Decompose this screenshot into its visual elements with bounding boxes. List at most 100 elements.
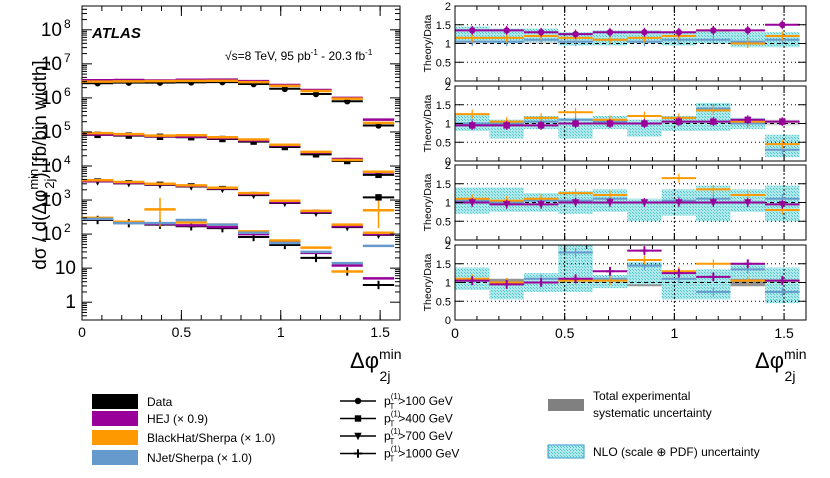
data-point-square-marker (281, 143, 289, 151)
legend-threshold-part-3: >100 GeV (398, 394, 452, 408)
legend-threshold-part-1: (1) (391, 427, 401, 436)
legend-threshold-part-0: p (384, 429, 391, 443)
legend-threshold-part-3: >700 GeV (398, 429, 452, 443)
main-y-tick-base: 10 (41, 20, 62, 41)
legend-swatch-nlo (547, 444, 585, 459)
ratio-y-tick-label: 1 (445, 119, 451, 131)
ratio-y-axis-title: Theory/Data (422, 94, 434, 152)
main-y-tick-label: 10 (41, 224, 62, 245)
data-point-square-marker (375, 171, 382, 179)
series-data-0 (82, 78, 395, 129)
main-y-tick-label: 10 (55, 258, 76, 279)
legend-label-syst-line2: systematic uncertainty (593, 406, 712, 420)
ratio-hej-point-triangle-marker (640, 199, 649, 207)
ratio-hej-point-circle-marker (675, 29, 683, 36)
ratio-y-tick-label: 2 (445, 1, 451, 13)
ratio-x-axis-title-sup: min (784, 346, 807, 362)
main-y-tick-base: 10 (41, 54, 62, 75)
main-y-tick-label: 10 (41, 156, 62, 177)
ratio-y-tick-label: 1.5 (436, 179, 451, 191)
series-blackhat-1 (82, 131, 395, 173)
ratio-hej-point-square-marker (503, 122, 510, 129)
ratio-x-axis-title-main: Δφ (755, 348, 784, 373)
main-y-tick-base: 10 (41, 190, 62, 211)
ratio-y-tick-label: 0 (445, 76, 451, 88)
energy-label-mid: - 20.3 fb (318, 49, 366, 63)
ratio-hej-point-square-marker (537, 122, 545, 129)
ratio-y-axis-title: Theory/Data (422, 14, 434, 72)
legend-threshold-label: p(1) T >1000 GeV (384, 445, 459, 464)
ratio-hej-point-circle-marker (710, 27, 717, 34)
legend-threshold-part-2: T (389, 455, 394, 464)
main-plot-marks (82, 78, 395, 290)
main-y-axis-title-sub: 2j (42, 178, 57, 188)
series-njet-3 (82, 217, 395, 265)
legend-threshold-part-2: T (389, 437, 394, 446)
legend-swatch-syst (548, 399, 584, 411)
legend-threshold-part-1: (1) (391, 445, 401, 454)
legend-label-njet: NJet/Sherpa (× 1.0) (147, 451, 252, 465)
main-y-axis-title-post: ) [fb/bin width] (30, 60, 51, 178)
legend-label-hej: HEJ (× 0.9) (147, 412, 208, 426)
legend-label-data: Data (147, 395, 173, 409)
main-y-tick-exponent: 2 (64, 221, 71, 235)
ratio-y-tick-label: 0.5 (436, 216, 451, 228)
main-x-axis-title-sup: min (379, 346, 402, 362)
main-y-tick-exponent: 4 (64, 153, 71, 167)
main-x-tick-label: 1.5 (370, 324, 390, 340)
ratio-hej-point-square-marker (710, 118, 717, 125)
legend-swatch-data (92, 394, 138, 409)
ratio-hej-point-triangle-marker (778, 201, 786, 209)
main-y-tick-exponent: 5 (64, 119, 71, 133)
main-y-tick-base: 10 (55, 258, 76, 279)
legend-threshold-square-marker (354, 415, 362, 422)
nlo-band-bin (627, 261, 662, 285)
series-blackhat-2 (82, 179, 395, 234)
ratio-panel-0: 0 0.5 1 1.5 2 Theory/Data (422, 1, 807, 88)
ratio-x-tick-label: 0.5 (555, 325, 575, 341)
main-y-tick-label: 10 (41, 54, 62, 75)
data-extra-point-square-marker (375, 194, 382, 201)
ratio-x-axis-title-sub: 2j (785, 368, 796, 384)
ratio-y-tick-label: 0 (445, 315, 451, 327)
legend-label-nlo: NLO (scale ⊕ PDF) uncertainty (593, 445, 760, 459)
ratio-hej-point-square-marker (469, 122, 476, 129)
main-y-tick-exponent: 3 (64, 187, 71, 201)
main-y-tick-base: 10 (41, 88, 62, 109)
legend-threshold-triangle-marker (354, 432, 362, 441)
ratio-hej-point-circle-marker (744, 27, 751, 34)
data-point-circle-marker (281, 85, 289, 93)
legend-threshold-part-2: T (389, 420, 394, 429)
ratio-y-tick-label: 0.5 (436, 296, 451, 308)
ratio-hej-point-circle-marker (537, 29, 545, 36)
main-x-axis-title-sub: 2j (380, 368, 391, 384)
ratio-panel-3: 0 0.5 1 1.5 2 Theory/Data (422, 240, 807, 327)
energy-label-sup2: -1 (365, 48, 373, 57)
main-y-tick-base: 10 (41, 224, 62, 245)
legend-label-syst-line1: Total experimental (593, 389, 690, 403)
main-y-tick-exponent: 7 (64, 51, 71, 65)
ratio-y-axis-title: Theory/Data (422, 253, 434, 311)
data-point-circle-marker (312, 90, 320, 98)
ratio-hej-point-triangle-marker (606, 199, 614, 207)
nlo-band-bin (764, 267, 800, 304)
main-x-tick-label: 1 (277, 324, 285, 340)
ratio-y-tick-label: 2 (445, 81, 451, 93)
energy-label-prefix: s=8 TeV, 95 pb (232, 49, 311, 63)
legend-threshold-part-3: >400 GeV (398, 412, 452, 426)
series-data-2 (82, 178, 395, 240)
ratio-hej-point-triangle-marker (675, 199, 683, 207)
ratio-x-tick-label: 1 (670, 325, 678, 341)
main-y-tick-base: 10 (41, 156, 62, 177)
legend-swatch-blackhat (92, 430, 138, 445)
ratio-y-tick-label: 0 (445, 235, 451, 247)
main-y-tick-exponent: 6 (64, 85, 71, 99)
ratio-panels: 0 0.5 1 1.5 2 Theory/Data 0 0.5 1 1.5 2 Theory/Data… (422, 1, 807, 341)
ratio-hej-point-triangle-marker (709, 199, 718, 207)
main-y-tick-label: 10 (41, 122, 62, 143)
main-x-tick-label: 0.5 (172, 324, 192, 340)
ratio-y-tick-label: 1.5 (436, 259, 451, 271)
legend-threshold-part-1: (1) (391, 410, 401, 419)
